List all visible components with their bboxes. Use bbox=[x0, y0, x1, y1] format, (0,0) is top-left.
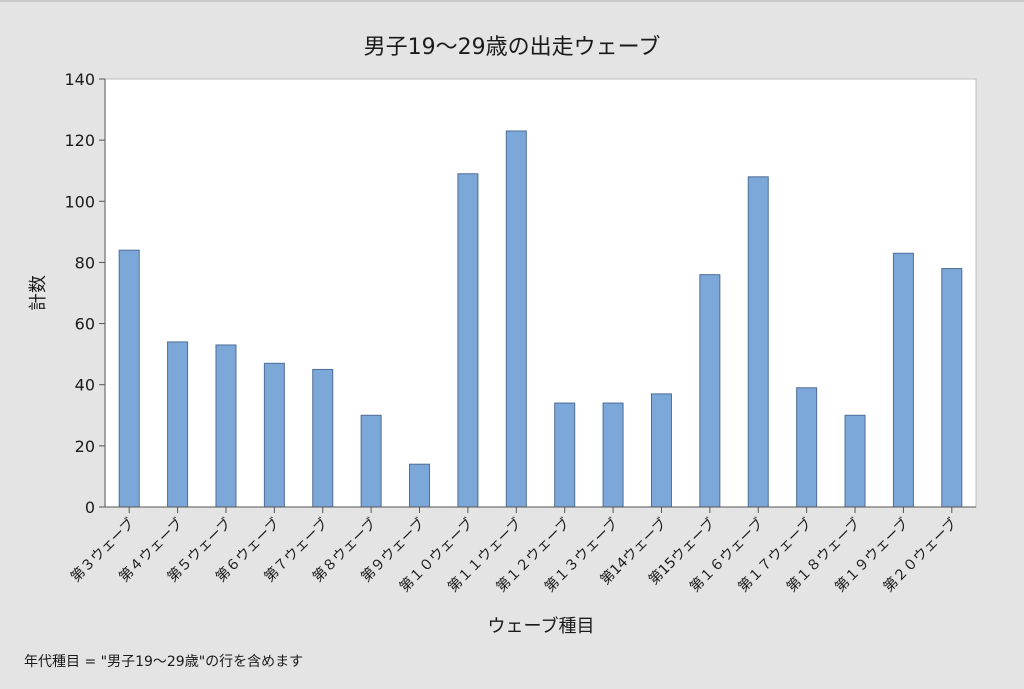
footnote: 年代種目 = "男子19～29歳"の行を含めます bbox=[24, 654, 304, 670]
y-tick-label: 80 bbox=[75, 253, 95, 272]
bar bbox=[505, 130, 527, 508]
top-border bbox=[0, 0, 1024, 2]
bar bbox=[844, 414, 866, 508]
x-axis-label: ウェーブ種目 bbox=[488, 615, 595, 637]
y-tick-label: 100 bbox=[64, 192, 95, 211]
bar bbox=[747, 176, 769, 508]
y-tick-label: 20 bbox=[75, 437, 95, 456]
bar bbox=[215, 344, 237, 508]
bar bbox=[941, 268, 963, 508]
y-tick-label: 40 bbox=[75, 376, 95, 395]
bar bbox=[554, 402, 576, 508]
bar bbox=[796, 387, 818, 508]
bar bbox=[602, 402, 624, 508]
bar bbox=[167, 341, 189, 508]
bar bbox=[457, 173, 479, 508]
y-tick-label: 0 bbox=[85, 498, 95, 517]
y-tick-label: 120 bbox=[64, 131, 95, 150]
bars-group bbox=[118, 130, 963, 508]
plot-area bbox=[104, 78, 977, 508]
bar bbox=[118, 249, 140, 508]
bar bbox=[892, 252, 914, 508]
y-axis-label: 計数 bbox=[28, 275, 49, 311]
bar bbox=[360, 414, 382, 508]
bar bbox=[699, 274, 721, 508]
y-axis: 0 20 40 60 80 100 120 140 bbox=[64, 70, 106, 517]
x-axis: 第３ウェーブ第４ウェーブ第５ウェーブ第６ウェーブ第７ウェーブ第８ウェーブ第９ウェ… bbox=[67, 506, 976, 596]
y-tick-label: 140 bbox=[64, 70, 95, 89]
chart-title: 男子19～29歳の出走ウェーブ bbox=[364, 35, 661, 60]
bar bbox=[409, 463, 431, 508]
bar bbox=[312, 368, 334, 508]
y-tick-label: 60 bbox=[75, 315, 95, 334]
bar bbox=[650, 393, 672, 508]
bar bbox=[263, 362, 285, 508]
